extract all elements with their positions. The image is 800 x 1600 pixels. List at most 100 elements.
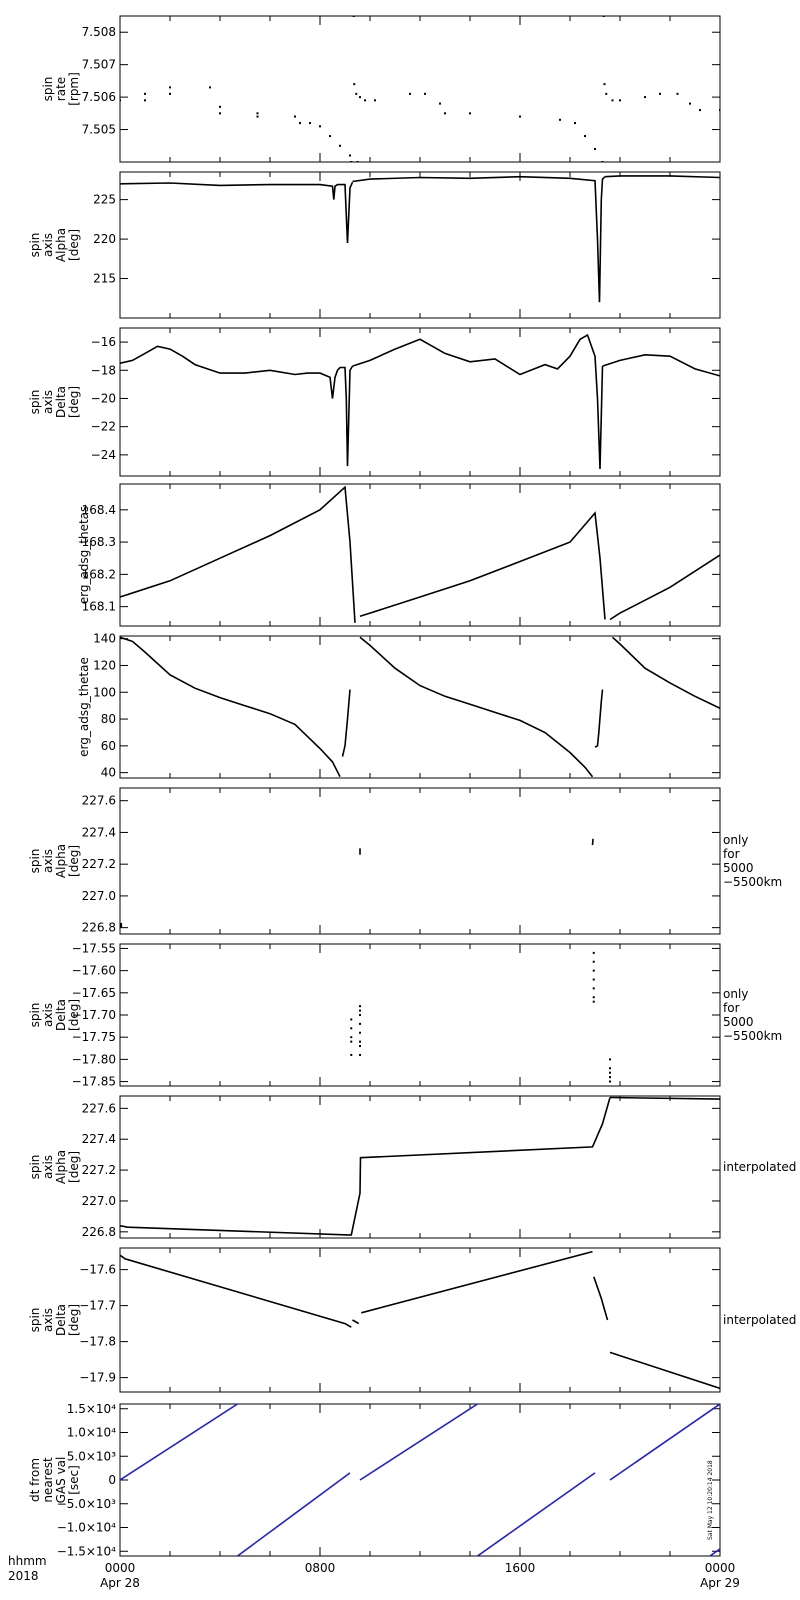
- panel-frame: [119, 1403, 721, 1557]
- timestamp-stamp: Sat May 12 10:20:14 2018: [707, 1460, 714, 1540]
- series-line: [352, 1319, 360, 1325]
- data-point: [120, 99, 121, 102]
- data-point: [592, 996, 595, 999]
- y-tick-label: −16: [91, 335, 116, 349]
- y-tick-label: −17.55: [72, 941, 116, 955]
- y-tick-label: 168.3: [82, 535, 116, 549]
- y-axis-label: [sec]: [67, 1465, 81, 1495]
- y-tick-label: 227.0: [82, 1194, 116, 1208]
- series-group: [120, 16, 720, 162]
- y-tick-label: 40: [101, 766, 116, 780]
- data-point: [209, 86, 211, 89]
- y-tick-label: −17.75: [72, 1030, 116, 1044]
- x-tick-label: 0800: [305, 1561, 336, 1575]
- x-tick-label: 1600: [505, 1561, 536, 1575]
- y-tick-label: −17.60: [72, 964, 116, 978]
- y-axis-label: axis: [41, 233, 55, 257]
- data-point: [319, 125, 321, 128]
- series-line: [352, 333, 604, 470]
- data-point: [350, 161, 353, 162]
- y-tick-label: −20: [91, 391, 116, 405]
- x-legend-hhmm: hhmm: [8, 1554, 47, 1568]
- data-point: [689, 102, 691, 105]
- data-point: [609, 1076, 611, 1079]
- y-tick-label: −5.0×10³: [57, 1497, 116, 1511]
- y-axis-label: Delta: [54, 999, 68, 1031]
- data-point: [592, 1000, 595, 1003]
- y-tick-label: 80: [101, 712, 116, 726]
- data-point: [676, 92, 679, 95]
- panel-frame: [119, 171, 721, 319]
- series-line: [352, 175, 606, 303]
- side-note: 5000: [723, 1015, 754, 1029]
- data-point: [350, 1040, 353, 1043]
- data-point: [329, 135, 331, 138]
- data-point: [349, 154, 351, 157]
- y-axis-label: axis: [41, 1003, 55, 1027]
- side-note: for: [723, 1001, 740, 1015]
- data-point: [364, 99, 366, 102]
- y-tick-label: −17.80: [72, 1052, 116, 1066]
- side-note: interpolated: [723, 1160, 796, 1174]
- series-line: [477, 1472, 596, 1556]
- series-line: [237, 1472, 351, 1556]
- y-tick-label: 226.8: [82, 921, 116, 935]
- data-point: [350, 1027, 353, 1030]
- y-tick-label: 225: [93, 193, 116, 207]
- panel-alpha-5000km: 226.8 227.0 227.2 227.4 227.6 spin axis Alpha [d…: [28, 787, 782, 935]
- data-point: [584, 135, 586, 138]
- side-note: −5500km: [723, 1029, 782, 1043]
- y-axis-label: [deg]: [67, 845, 81, 877]
- y-tick-label: −17.70: [72, 1008, 116, 1022]
- series-line: [609, 1096, 720, 1100]
- side-note: only: [723, 987, 748, 1001]
- y-tick-label: 227.0: [82, 889, 116, 903]
- y-axis-label: spin: [28, 1155, 42, 1180]
- y-axis-label: axis: [41, 1155, 55, 1179]
- data-point: [359, 1022, 361, 1025]
- panel-spin-axis-delta: −24 −22 −20 −18 −16 spin axis Delta [deg]: [28, 327, 721, 477]
- y-tick-label: −22: [91, 420, 116, 434]
- data-point: [559, 118, 561, 121]
- y-axis-label: [deg]: [67, 1304, 81, 1336]
- y-tick-label: 7.508: [82, 25, 116, 39]
- side-note: 5000: [723, 861, 754, 875]
- data-point: [659, 92, 661, 95]
- panel-frame: [119, 635, 721, 779]
- data-point: [444, 112, 446, 115]
- series-group: [120, 1404, 720, 1556]
- y-axis-label: [deg]: [67, 999, 81, 1031]
- series-group: [120, 175, 720, 303]
- y-tick-label: −17.85: [72, 1075, 116, 1089]
- data-point: [601, 161, 604, 162]
- y-tick-label: 227.2: [82, 857, 116, 871]
- data-point: [169, 86, 171, 89]
- y-tick-label: 227.6: [82, 1101, 116, 1115]
- y-tick-label: 227.4: [82, 825, 116, 839]
- y-tick-label: 1.0×10⁴: [67, 1426, 116, 1440]
- panel-alpha-interpolated: 226.8 227.0 227.2 227.4 227.6 spin axis Alpha [d…: [28, 1095, 796, 1239]
- panel-frame: [119, 787, 721, 935]
- series-line: [602, 353, 720, 377]
- y-axis-label: spin: [41, 77, 55, 102]
- series-group: [120, 838, 594, 928]
- data-point: [352, 16, 355, 17]
- y-tick-label: 120: [93, 658, 116, 672]
- data-point: [350, 1053, 353, 1056]
- series-group: [350, 951, 611, 1083]
- series-group: [120, 636, 720, 778]
- series-line: [120, 1404, 238, 1481]
- data-point: [219, 112, 221, 115]
- panel-frame: [119, 327, 721, 477]
- data-point: [574, 122, 576, 125]
- y-tick-label: −17.8: [79, 1335, 116, 1349]
- data-point: [424, 92, 426, 95]
- y-tick-label: −1.5×10⁴: [57, 1544, 116, 1558]
- data-point: [469, 112, 471, 115]
- side-note: for: [723, 847, 740, 861]
- series-line: [604, 175, 720, 179]
- y-axis-label: spin: [28, 233, 42, 258]
- y-tick-label: 168.2: [82, 567, 116, 581]
- y-tick-label: 168.1: [82, 600, 116, 614]
